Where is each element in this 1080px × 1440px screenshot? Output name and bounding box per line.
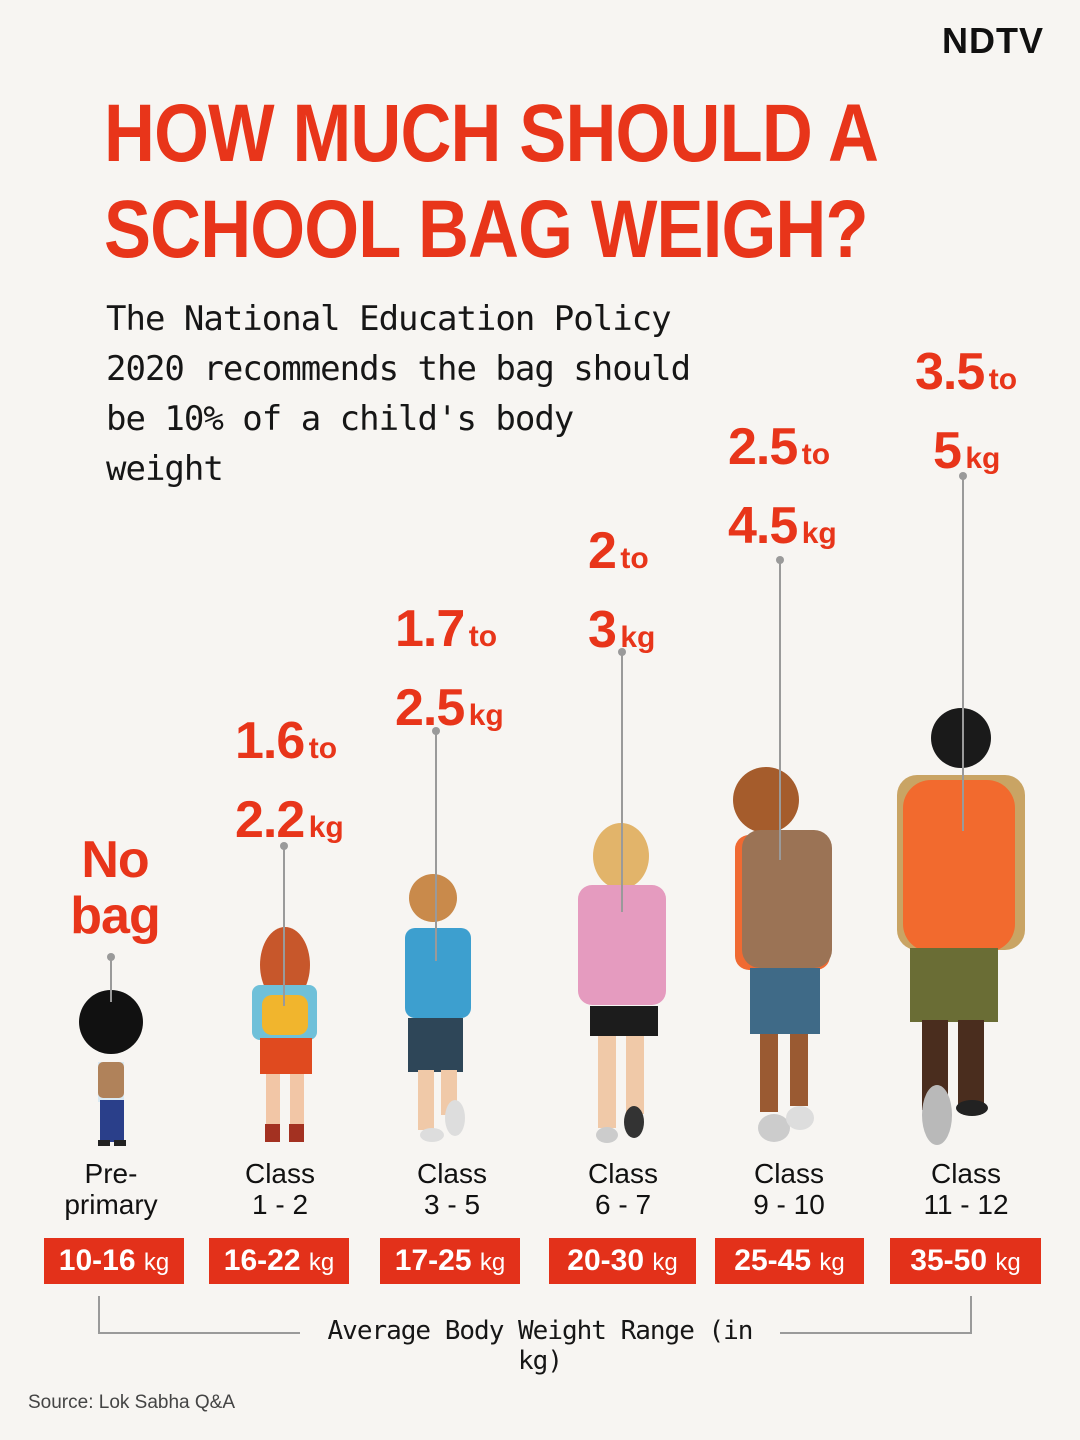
bag-label-class-11-12: 3.5 to 5 kg <box>915 343 1018 480</box>
pointer-dot-class-6-7 <box>618 648 626 656</box>
body-weight-badge-class-6-7: 20-30 kg <box>549 1238 696 1284</box>
pointer-line-class-11-12 <box>962 476 964 831</box>
class-label-preprimary: Pre-primary <box>64 1158 158 1220</box>
bag-label-class-1-2: 1.6 to 2.2 kg <box>235 712 344 849</box>
pointer-dot-class-3-5 <box>432 727 440 735</box>
body-weight-badge-class-9-10: 25-45 kg <box>715 1238 864 1284</box>
class-label-class-6-7: Class 6 - 7 <box>587 1158 658 1220</box>
source-note: Source: Lok Sabha Q&A <box>28 1392 236 1413</box>
bag-label-class-6-7: 2 to 3 kg <box>588 522 656 659</box>
body-weight-badge-class-1-2: 16-22 kg <box>209 1238 349 1284</box>
pointer-dot-class-9-10 <box>776 556 784 564</box>
class-label-class-3-5: Class 3 - 5 <box>416 1158 487 1220</box>
pointer-line-preprimary <box>110 957 112 1002</box>
subtitle: The National Education Policy 2020 recom… <box>106 299 691 489</box>
body-weight-badge-class-3-5: 17-25 kg <box>380 1238 520 1284</box>
pointer-line-class-3-5 <box>435 731 437 961</box>
pointer-line-class-6-7 <box>621 652 623 912</box>
child-class-3-5-figure <box>405 874 471 1142</box>
body-weight-badge-preprimary: 10-16 kg <box>44 1238 184 1284</box>
ndtv-logo: NDTV <box>942 20 1044 61</box>
bag-label-class-9-10: 2.5 to 4.5 kg <box>728 418 837 555</box>
child-class-9-10-figure <box>733 767 832 1142</box>
child-class-1-2-figure <box>252 927 317 1142</box>
bag-label-preprimary: No bag <box>70 831 160 945</box>
page-title: HOW MUCH SHOULD A SCHOOL BAG WEIGH? <box>104 88 876 275</box>
pointer-line-class-9-10 <box>779 560 781 860</box>
child-preprimary-figure <box>79 990 143 1146</box>
pointer-dot-class-1-2 <box>280 842 288 850</box>
class-label-class-9-10: Class 9 - 10 <box>753 1158 825 1220</box>
pointer-dot-class-11-12 <box>959 472 967 480</box>
pointer-dot-preprimary <box>107 953 115 961</box>
class-label-class-11-12: Class 11 - 12 <box>923 1158 1009 1220</box>
pointer-line-class-1-2 <box>283 846 285 1006</box>
class-label-class-1-2: Class 1 - 2 <box>244 1158 315 1220</box>
axis-label: Average Body Weight Range (in kg) <box>300 1316 780 1376</box>
child-class-11-12-figure <box>897 708 1025 1145</box>
bag-label-class-3-5: 1.7 to 2.5 kg <box>395 600 504 737</box>
body-weight-badge-class-11-12: 35-50 kg <box>890 1238 1041 1284</box>
